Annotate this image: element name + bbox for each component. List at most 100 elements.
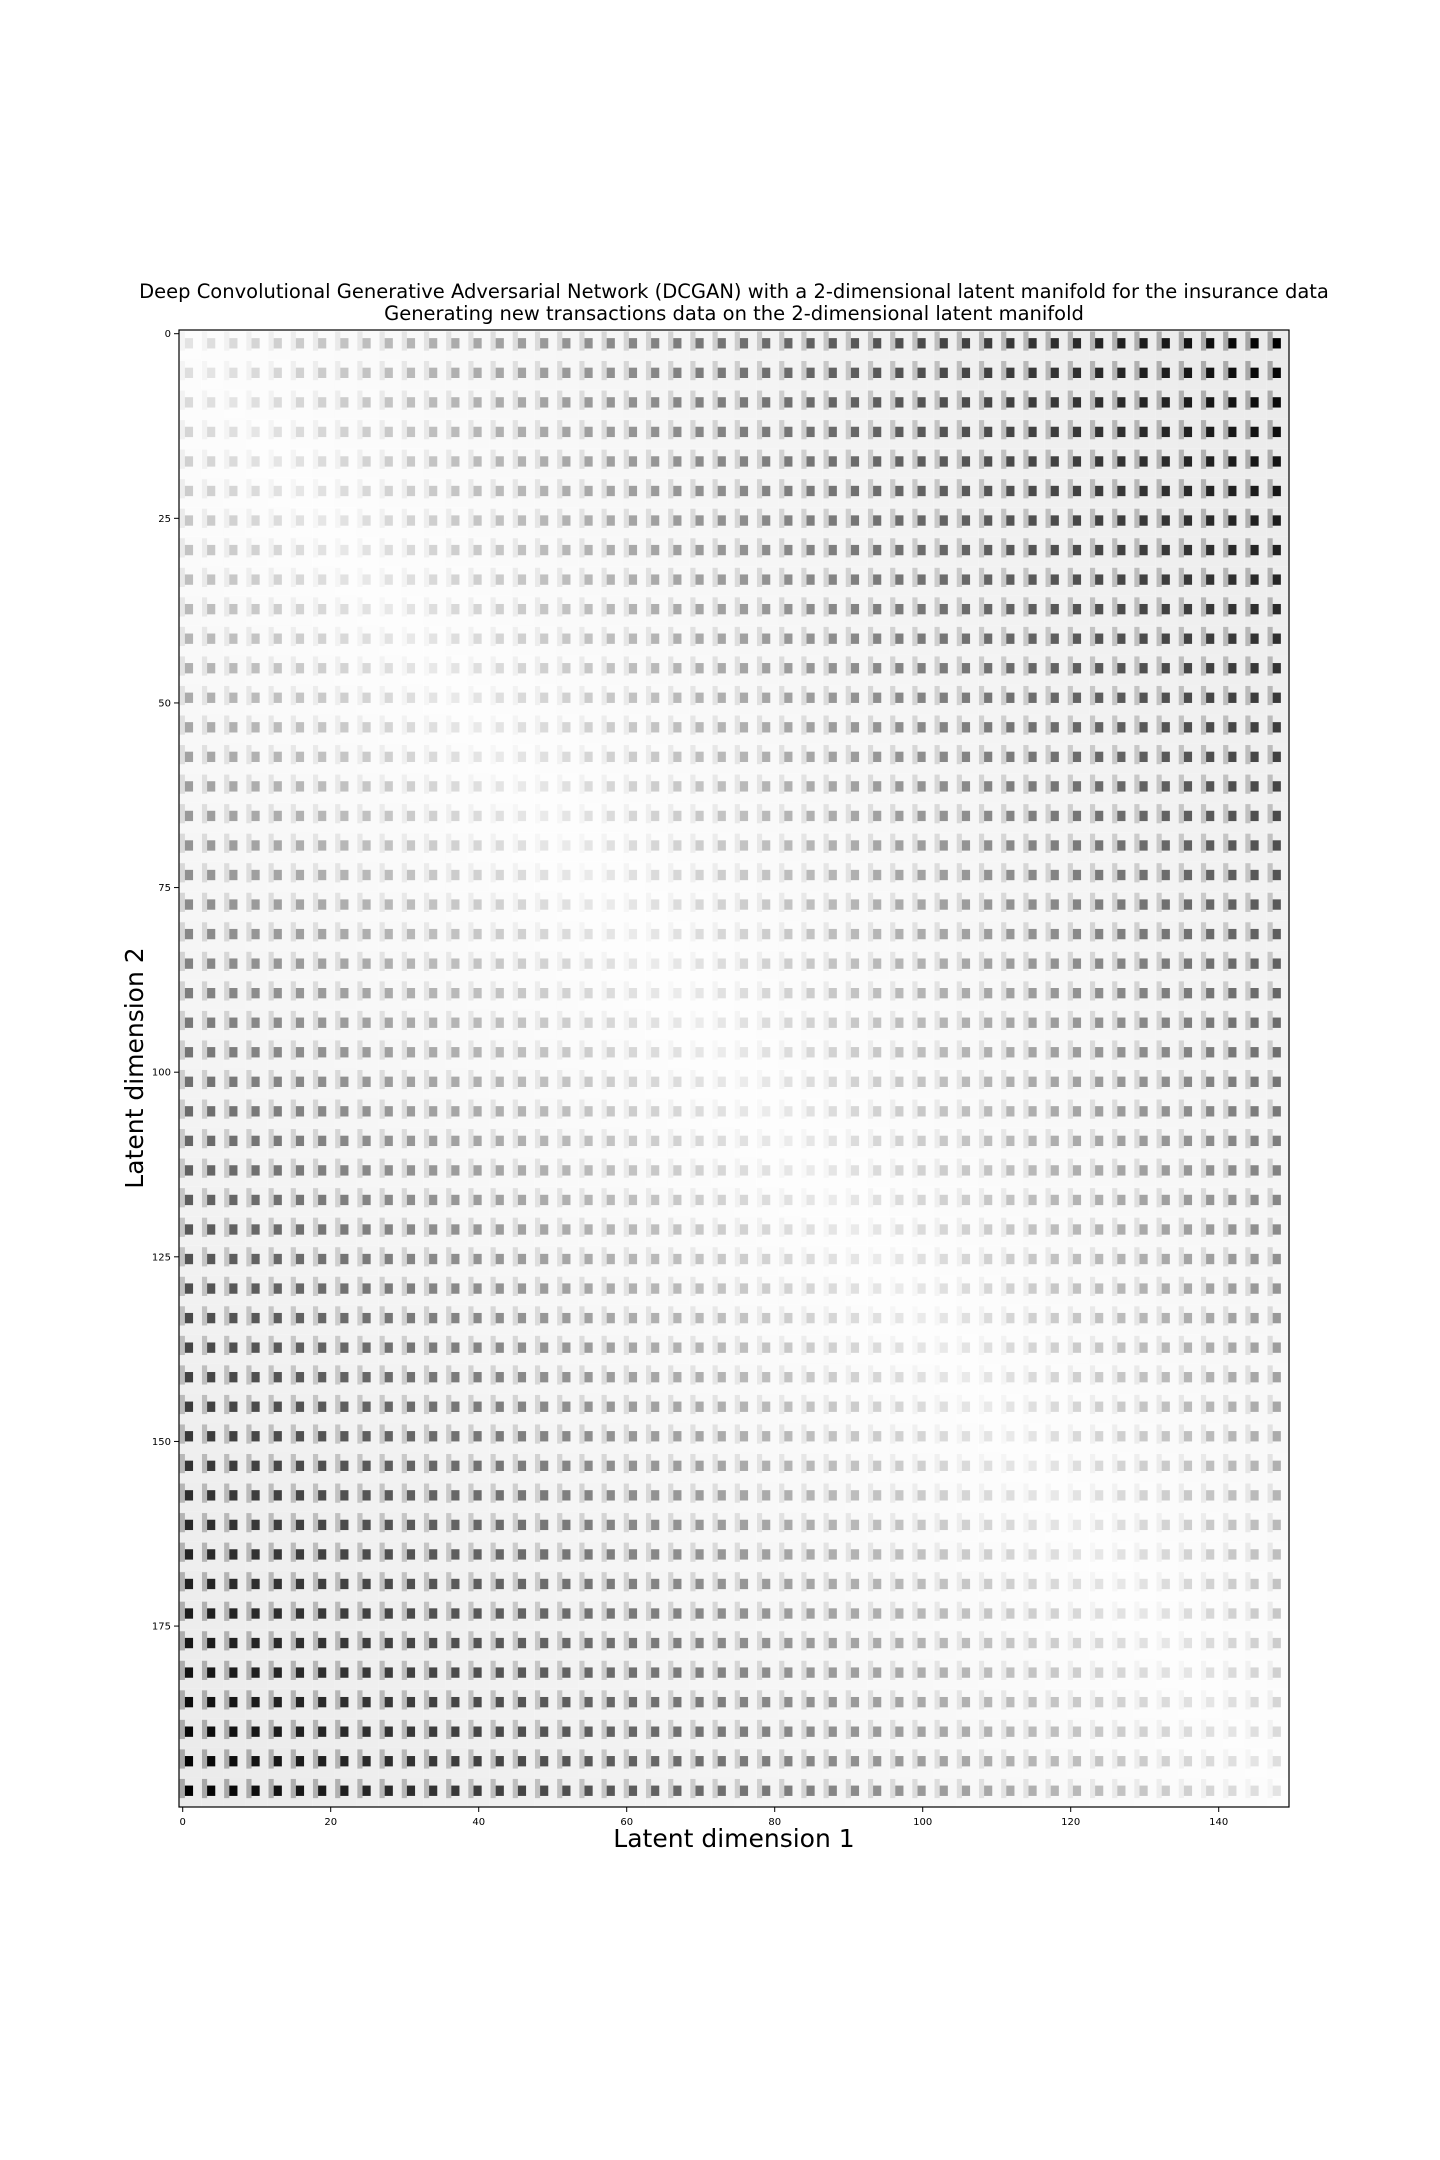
heatmap-cell [738,692,749,703]
heatmap-cell [423,951,430,972]
heatmap-cell [738,1135,749,1147]
heatmap-cell [1071,633,1082,644]
heatmap-cell [490,1247,496,1267]
heatmap-cell [512,567,518,587]
heatmap-cell [423,390,430,410]
heatmap-cell [1267,774,1273,794]
heatmap-cell [449,840,460,851]
heatmap-cell [982,544,993,556]
heatmap-cell [1071,781,1082,792]
heatmap-cell [446,479,452,499]
heatmap-cell [250,899,260,910]
heatmap-cell [1138,899,1148,910]
heatmap-cell [627,1076,638,1087]
heatmap-cell [671,633,682,644]
heatmap-cell [827,663,837,674]
heatmap-cell [779,597,785,617]
heatmap-cell [890,1010,896,1031]
heatmap-cell [272,1165,282,1176]
heatmap-cell [335,981,341,1001]
heatmap-cell [1071,1283,1082,1294]
heatmap-cell [668,1217,674,1237]
heatmap-cell [1223,922,1229,942]
heatmap-cell [1200,892,1207,912]
heatmap-cell [738,456,749,467]
heatmap-cell [290,1276,296,1296]
heatmap-cell [1112,538,1118,558]
heatmap-cell [1138,781,1148,792]
heatmap-cell [912,1129,918,1149]
heatmap-cell [579,567,585,587]
heatmap-cell [446,1158,452,1178]
heatmap-cell [982,1253,993,1265]
heatmap-cell [845,567,851,587]
heatmap-cell [405,1017,416,1028]
heatmap-cell [379,1099,385,1119]
heatmap-cell [1045,922,1051,942]
heatmap-cell [912,626,918,647]
heatmap-cell [579,1129,585,1149]
heatmap-cell [534,361,541,381]
heatmap-cell [934,1069,940,1090]
heatmap-cell [779,981,785,1001]
heatmap-cell [805,692,815,703]
heatmap-cell [1067,951,1073,972]
heatmap-cell [290,863,296,883]
heatmap-cell [338,869,349,881]
heatmap-cell [468,1188,474,1208]
heatmap-cell [601,538,607,558]
heatmap-cell [1001,1217,1007,1237]
heatmap-cell [760,1224,771,1235]
heatmap-cell [801,892,807,912]
heatmap-cell [668,597,674,617]
heatmap-cell [938,1253,948,1265]
heatmap-cell [823,567,829,587]
heatmap-cell [690,774,696,794]
heatmap-cell [449,397,460,408]
heatmap-cell [183,899,194,910]
heatmap-cell [978,1069,985,1090]
heatmap-cell [512,1010,518,1031]
heatmap-cell [1023,538,1029,558]
heatmap-cell [716,574,726,585]
heatmap-cell [205,633,216,644]
heatmap-cell [490,597,496,617]
heatmap-cell [205,1106,216,1117]
heatmap-cell [494,456,504,467]
heatmap-cell [645,1010,652,1031]
heatmap-cell [534,479,541,499]
heatmap-cell [427,574,438,585]
heatmap-cell [1178,1188,1184,1208]
heatmap-cell [335,774,341,794]
heatmap-cell [383,1106,393,1117]
heatmap-cell [912,479,918,499]
heatmap-cell [357,331,363,351]
heatmap-cell [782,1076,793,1087]
heatmap-cell [1134,685,1140,706]
heatmap-cell [1178,420,1184,440]
heatmap-cell [871,751,882,763]
heatmap-cell [427,722,438,733]
heatmap-cell [712,1217,718,1237]
heatmap-cell [472,1283,482,1294]
heatmap-cell [1223,951,1229,972]
heatmap-cell [227,1047,238,1058]
heatmap-cell [250,781,260,792]
heatmap-cell [912,715,918,735]
heatmap-cell [623,1217,629,1237]
heatmap-cell [1138,1283,1148,1294]
heatmap-cell [960,692,971,703]
heatmap-cell [272,692,282,703]
heatmap-cell [978,538,985,558]
heatmap-cell [627,456,638,467]
heatmap-cell [668,922,674,942]
heatmap-cell [316,544,327,556]
heatmap-cell [645,1129,652,1149]
heatmap-cell [756,1069,763,1090]
heatmap-cell [1023,1217,1029,1237]
heatmap-cell [1200,951,1207,972]
heatmap-cell [468,597,474,617]
heatmap-cell [560,751,571,763]
heatmap-cell [512,420,518,440]
heatmap-cell [1089,449,1096,469]
